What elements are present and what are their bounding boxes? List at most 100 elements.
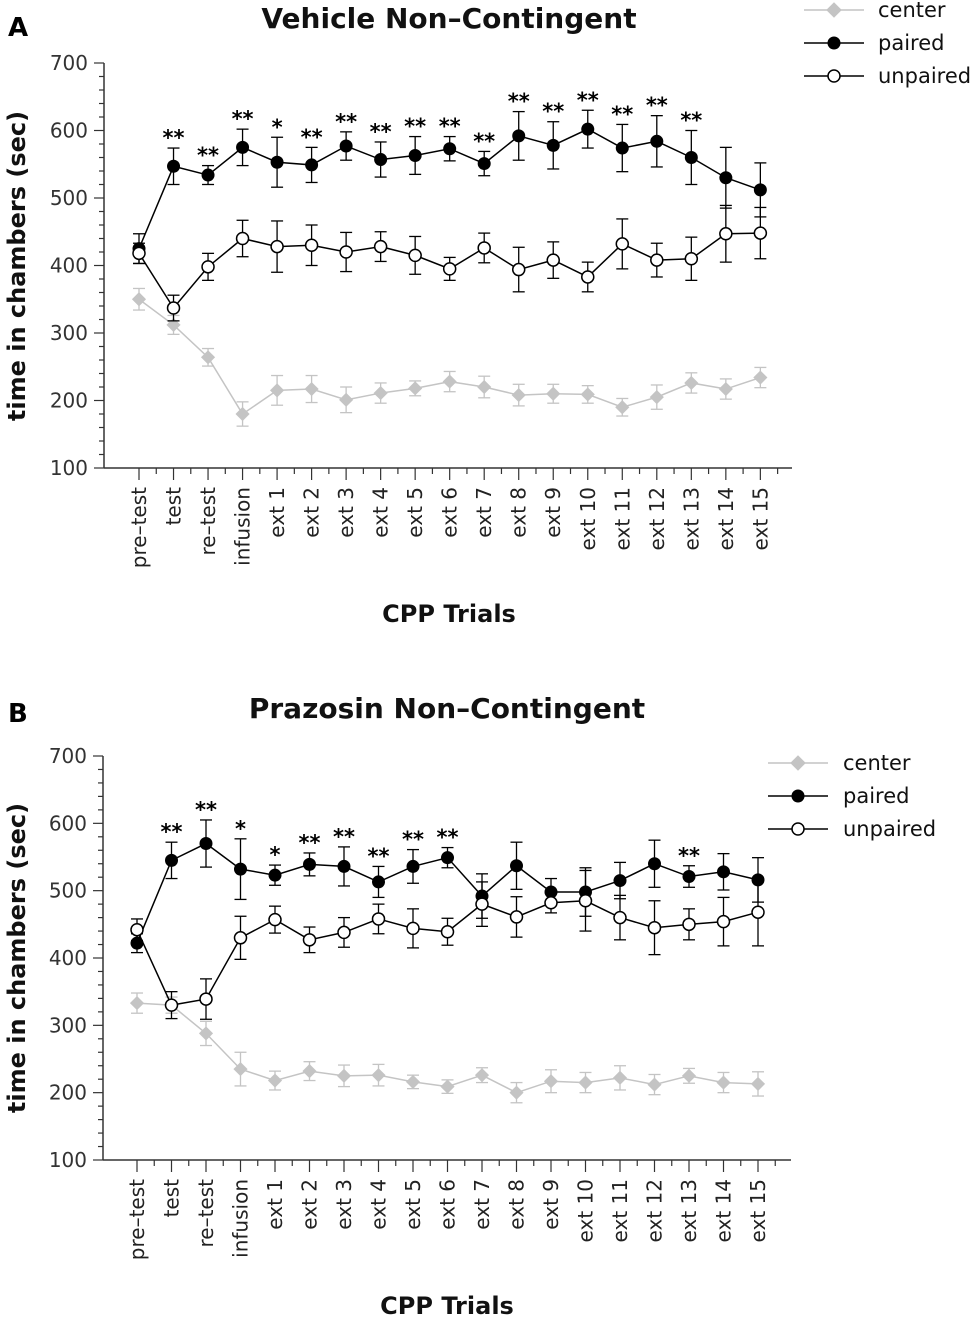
- center-point: [578, 1075, 593, 1090]
- unpaired-point: [682, 917, 696, 932]
- center-point: [509, 1085, 524, 1100]
- paired-point: [337, 859, 351, 873]
- x-tick-label: ext 12: [643, 1179, 667, 1242]
- paired-point: [167, 159, 181, 173]
- x-tick-label: ext 15: [746, 1179, 770, 1242]
- paired-point: [236, 140, 250, 154]
- center-line: [138, 298, 761, 416]
- panel-a: A Vehicle Non–Contingent CPP Trials time…: [3, 0, 970, 628]
- paired-point: [648, 857, 661, 871]
- x-tick-label: ext 13: [679, 487, 703, 550]
- significance-marker: **: [333, 825, 355, 849]
- unpaired-point: [164, 998, 179, 1012]
- paired-point: [441, 851, 454, 865]
- unpaired-point: [509, 910, 524, 924]
- paired-point: [510, 859, 523, 873]
- unpaired-point: [719, 227, 733, 241]
- center-point: [511, 388, 526, 403]
- legend-label: paired: [843, 784, 909, 808]
- x-tick-label: ext 6: [438, 487, 462, 538]
- center-point: [270, 383, 285, 398]
- significance-marker: **: [232, 107, 254, 131]
- legend-label: center: [843, 751, 911, 775]
- unpaired-point: [440, 924, 455, 939]
- legend-item-unpaired: unpaired: [768, 817, 936, 841]
- x-tick-label: ext 9: [541, 487, 565, 538]
- significance-marker: **: [577, 88, 599, 112]
- center-point: [612, 1070, 628, 1085]
- significance-marker: **: [197, 144, 219, 168]
- x-tick-label: ext 7: [472, 487, 496, 538]
- center-point: [684, 375, 699, 391]
- unpaired-point: [337, 925, 351, 940]
- significance-marker: *: [270, 843, 281, 867]
- unpaired-point: [304, 238, 319, 252]
- x-tick-label: ext 9: [539, 1179, 563, 1230]
- x-tick-label: ext 5: [401, 1179, 425, 1230]
- x-tick-label: test: [162, 487, 186, 526]
- y-tick-label: 600: [49, 811, 87, 835]
- paired-point: [199, 837, 213, 851]
- series-center: [131, 287, 768, 427]
- center-point: [546, 386, 561, 401]
- significance-marker: **: [439, 115, 461, 139]
- significance-marker: **: [195, 798, 217, 822]
- unpaired-point: [373, 239, 388, 254]
- paired-point: [234, 862, 247, 876]
- significance-marker: *: [235, 817, 246, 841]
- unpaired-point: [235, 231, 250, 246]
- x-tick-label: ext 14: [712, 1179, 736, 1242]
- y-tick-label: 100: [50, 456, 88, 480]
- y-tick-label: 400: [50, 254, 88, 278]
- legend-item-center: center: [768, 751, 911, 775]
- unpaired-point: [339, 245, 353, 259]
- paired-point: [717, 865, 730, 879]
- paired-point: [305, 158, 319, 172]
- significance-marker: **: [646, 94, 668, 118]
- x-tick-label: ext 11: [610, 487, 634, 550]
- series-center: [129, 992, 766, 1104]
- unpaired-open-circle-icon: [827, 69, 841, 83]
- x-tick-label: ext 2: [298, 1179, 322, 1230]
- center-point: [442, 374, 457, 389]
- x-tick-label: re–test: [196, 487, 220, 556]
- paired-point: [303, 857, 316, 871]
- center-point: [477, 379, 492, 395]
- x-tick-label: ext 3: [332, 1179, 356, 1230]
- legend-label: paired: [878, 31, 944, 55]
- x-tick-label: ext 7: [470, 1179, 494, 1230]
- unpaired-point: [442, 262, 457, 276]
- significance-marker: **: [437, 826, 459, 850]
- y-tick-label: 700: [49, 744, 87, 768]
- x-tick-label: infusion: [229, 1179, 253, 1258]
- unpaired-point: [578, 894, 593, 908]
- legend-item-center: center: [804, 0, 946, 22]
- paired-point: [408, 148, 422, 162]
- center-diamond-icon: [826, 2, 842, 18]
- legend: center paired unpaired: [804, 0, 970, 88]
- unpaired-point: [132, 246, 146, 261]
- x-tick-label: ext 3: [334, 487, 358, 538]
- significance-marker: **: [370, 120, 392, 144]
- center-point: [615, 400, 630, 415]
- significance-marker: **: [335, 110, 357, 134]
- unpaired-open-circle-icon: [791, 822, 805, 836]
- series-unpaired: [132, 204, 768, 322]
- y-tick-label: 600: [50, 119, 88, 143]
- unpaired-point: [475, 897, 489, 911]
- x-tick-label: ext 5: [403, 487, 427, 538]
- unpaired-point: [647, 920, 662, 935]
- axes: 100 200 300 400 500 600 700 pre–test test re–test…: [50, 51, 792, 568]
- unpaired-point: [546, 253, 560, 267]
- center-point: [302, 1064, 317, 1079]
- center-point: [131, 292, 147, 307]
- panel-letter: B: [8, 699, 28, 729]
- center-point: [304, 381, 319, 397]
- x-tick-label: ext 8: [505, 1179, 529, 1230]
- y-tick-label: 500: [50, 186, 88, 210]
- center-point: [371, 1068, 386, 1083]
- paired-point: [613, 874, 627, 888]
- center-point: [198, 1026, 214, 1041]
- y-tick-label: 400: [49, 946, 87, 970]
- paired-point: [544, 885, 558, 899]
